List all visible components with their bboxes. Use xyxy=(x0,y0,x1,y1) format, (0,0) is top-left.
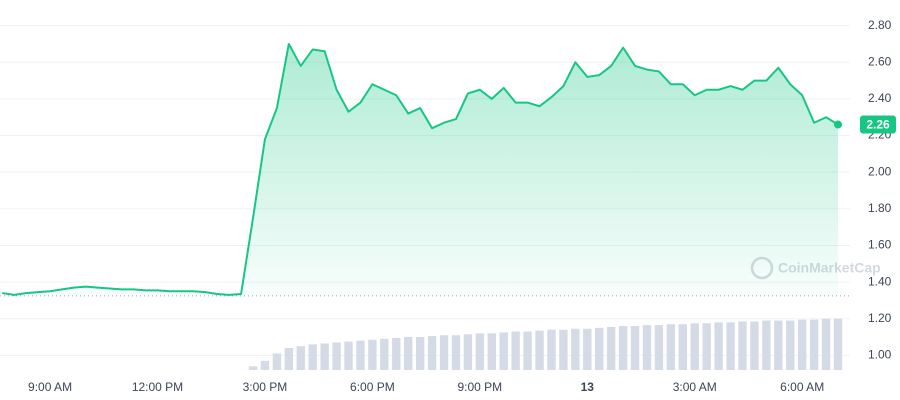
volume-bar xyxy=(726,322,735,370)
price-line xyxy=(2,42,839,296)
volume-bar xyxy=(427,336,437,370)
price-area xyxy=(2,43,839,296)
volume-bar xyxy=(272,353,282,370)
volume-bar xyxy=(738,321,747,370)
volume-bar xyxy=(296,346,305,370)
volume-bar xyxy=(487,333,496,370)
volume-bar xyxy=(833,318,843,370)
x-tick-label: 3:00 AM xyxy=(673,380,717,394)
volume-bar xyxy=(284,348,294,370)
volume-bar xyxy=(821,318,831,370)
volume-bar xyxy=(809,319,819,370)
volume-bar xyxy=(451,335,461,370)
volume-bar xyxy=(499,332,508,370)
volume-bar xyxy=(750,321,759,370)
volume-bar xyxy=(714,322,723,370)
volume-bar xyxy=(678,324,687,370)
volume-bar xyxy=(559,329,568,370)
volume-bar xyxy=(463,334,473,370)
x-tick-label: 3:00 PM xyxy=(243,380,288,394)
volume-bar xyxy=(774,320,783,370)
volume-bar xyxy=(571,328,580,370)
volume-bar xyxy=(308,344,317,370)
volume-bar xyxy=(666,324,676,370)
volume-bar xyxy=(368,339,377,370)
volume-bar xyxy=(404,337,413,370)
volume-bar xyxy=(618,326,628,370)
y-tick-label: 1.80 xyxy=(868,201,892,215)
volume-bar xyxy=(523,331,532,370)
volume-bar xyxy=(583,328,592,370)
y-tick-label: 1.20 xyxy=(868,311,892,325)
volume-bar xyxy=(595,327,604,370)
volume-bar xyxy=(332,342,341,370)
y-tick-label: 2.80 xyxy=(868,18,892,32)
volume-bar xyxy=(702,323,711,370)
y-tick-label: 1.60 xyxy=(868,238,892,252)
x-tick-label: 9:00 PM xyxy=(457,380,502,394)
x-tick-label: 12:00 PM xyxy=(132,380,183,394)
volume-bar xyxy=(439,335,449,370)
y-tick-label: 2.00 xyxy=(868,164,892,178)
volume-bar xyxy=(248,366,258,370)
volume-bar xyxy=(475,333,485,370)
volume-bar xyxy=(415,337,425,370)
volume-bar xyxy=(535,330,544,370)
x-tick-label: 13 xyxy=(581,380,595,394)
volume-bar xyxy=(630,326,640,370)
x-tick-label: 9:00 AM xyxy=(28,380,72,394)
y-tick-label: 1.40 xyxy=(868,274,892,288)
volume-bar xyxy=(786,320,795,370)
y-tick-label: 2.60 xyxy=(868,54,892,68)
volume-bar xyxy=(320,343,329,370)
volume-bar xyxy=(547,329,556,370)
volume-bar xyxy=(511,331,520,370)
volume-bar xyxy=(260,360,270,370)
y-tick-label: 1.00 xyxy=(868,348,892,362)
price-badge xyxy=(860,115,896,134)
last-point xyxy=(834,120,842,129)
volume-bar xyxy=(762,320,771,370)
volume-bar xyxy=(344,341,353,370)
volume-bar xyxy=(392,337,401,370)
y-tick-label: 2.40 xyxy=(868,91,892,105)
volume-bar xyxy=(654,325,664,370)
volume-bar xyxy=(356,340,365,370)
price-badge-label: 2.26 xyxy=(866,118,890,132)
volume-bar xyxy=(798,319,807,370)
x-tick-label: 6:00 PM xyxy=(350,380,395,394)
volume-bar xyxy=(380,338,389,370)
volume-bar xyxy=(606,326,616,370)
volume-bar xyxy=(642,325,652,370)
x-tick-label: 6:00 AM xyxy=(780,380,824,394)
volume-bar xyxy=(690,323,699,370)
